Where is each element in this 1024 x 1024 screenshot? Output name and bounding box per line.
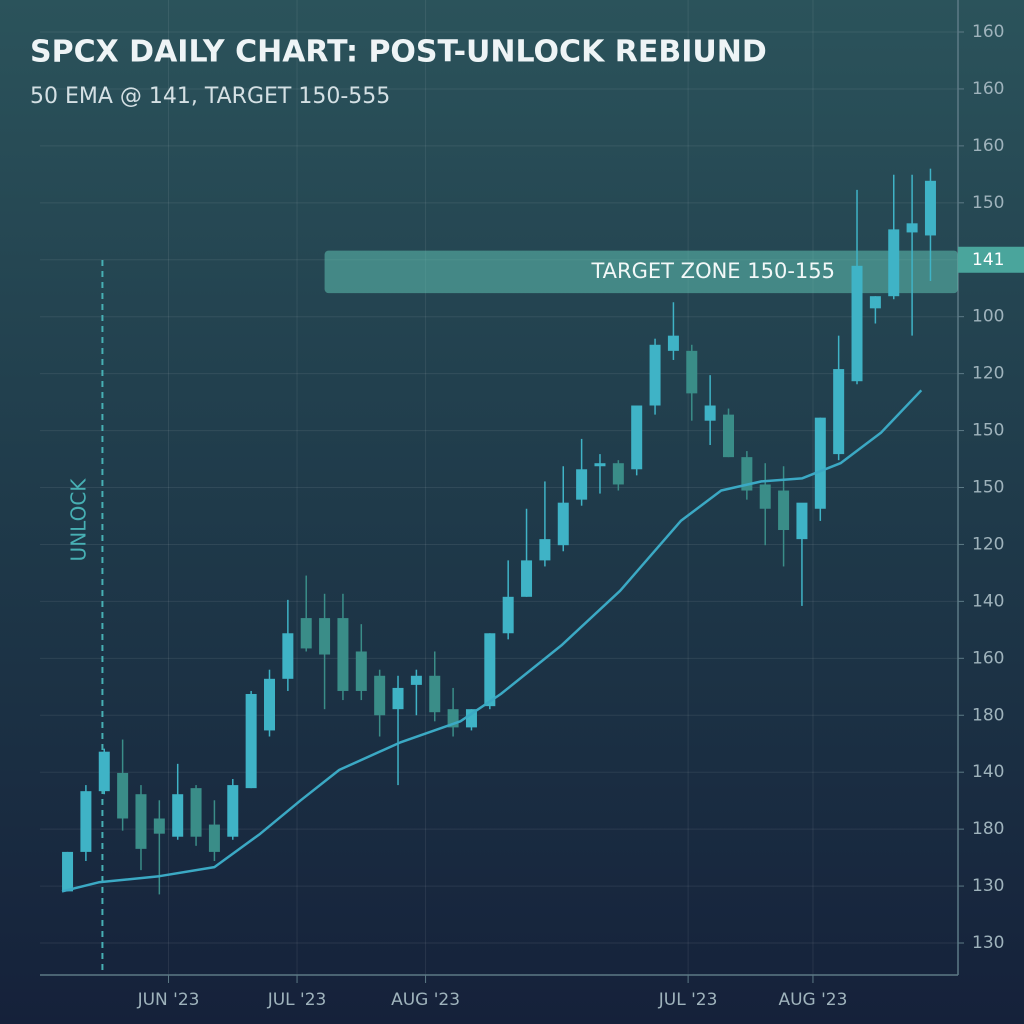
candle-body [539,539,551,561]
candle-body [576,469,588,500]
y-tick-label: 180 [972,705,1004,725]
chart-title: SPCX DAILY CHART: POST-UNLOCK REBIUND [30,35,767,70]
candle-body [869,296,881,309]
y-tick-label: 160 [972,136,1004,156]
y-tick-label: 130 [972,876,1004,896]
candle-body [98,751,110,792]
candle-body [80,791,92,852]
candle-body [429,675,441,713]
ema-line [61,389,923,893]
candle-body [153,818,165,834]
grid [40,0,958,975]
candle-body [208,824,220,852]
candle-body [888,229,900,297]
unlock-label: UNLOCK [67,478,91,562]
candle-body [906,223,918,233]
y-tick-label: 141 [972,250,1004,270]
candle-body [814,417,826,509]
candle-body [649,344,661,406]
candle-body [172,794,184,837]
candle-body [796,502,808,540]
candle-body [319,618,331,655]
candle-body [190,788,202,837]
x-tick-label: JUL '23 [267,990,327,1010]
candle-body [410,675,422,685]
candle-body [392,687,404,710]
candle-body [484,633,496,707]
candle-body [557,502,569,546]
candle-body [631,405,643,470]
candle-body [264,678,275,731]
candle-body [924,180,936,236]
candle-body [667,335,679,351]
x-tick-label: JUL '23 [658,990,718,1010]
y-tick-label: 150 [972,421,1004,441]
candle-body [337,618,349,691]
candle-body [594,463,606,467]
y-tick-label: 130 [972,933,1004,953]
y-tick-label: 140 [972,762,1004,782]
candle-body [723,414,734,458]
candle-body [117,772,129,819]
candle-body [502,596,514,634]
candle-body [227,785,239,837]
candle-body [62,851,74,892]
candle-body [833,369,845,455]
candle-body [245,693,257,789]
candle-body [135,794,147,849]
target-zone-label: TARGET ZONE 150-155 [590,259,835,283]
candle-body [686,350,698,394]
candle-body [465,709,477,728]
candle-body [778,490,790,531]
candle-body [447,709,459,728]
x-tick-label: AUG '23 [778,990,847,1010]
candle-body [741,457,753,491]
y-tick-label: 180 [972,819,1004,839]
candle-body [704,405,716,421]
x-tick-label: AUG '23 [391,990,460,1010]
target-zone [324,250,959,294]
y-tick-label: 120 [972,364,1004,384]
y-tick-label: 160 [972,22,1004,42]
candle-body [355,651,367,691]
x-tick-label: JUN '23 [137,990,200,1010]
candle-body [851,265,863,382]
candle-body [521,560,533,597]
y-tick-label: 160 [972,79,1004,99]
candle-body [759,484,771,509]
y-tick-label: 160 [972,648,1004,668]
y-tick-label: 150 [972,478,1004,498]
candle-body [612,463,624,485]
y-tick-label: 150 [972,193,1004,213]
y-tick-label: 140 [972,591,1004,611]
price-tag [958,246,1024,273]
y-tick-label: 100 [972,307,1004,327]
y-tick-label: 120 [972,534,1004,554]
candle-body [374,675,386,716]
chart-subtitle: 50 EMA @ 141, TARGET 150-555 [30,84,390,109]
candle-body [282,633,294,679]
candle-body [300,618,312,649]
